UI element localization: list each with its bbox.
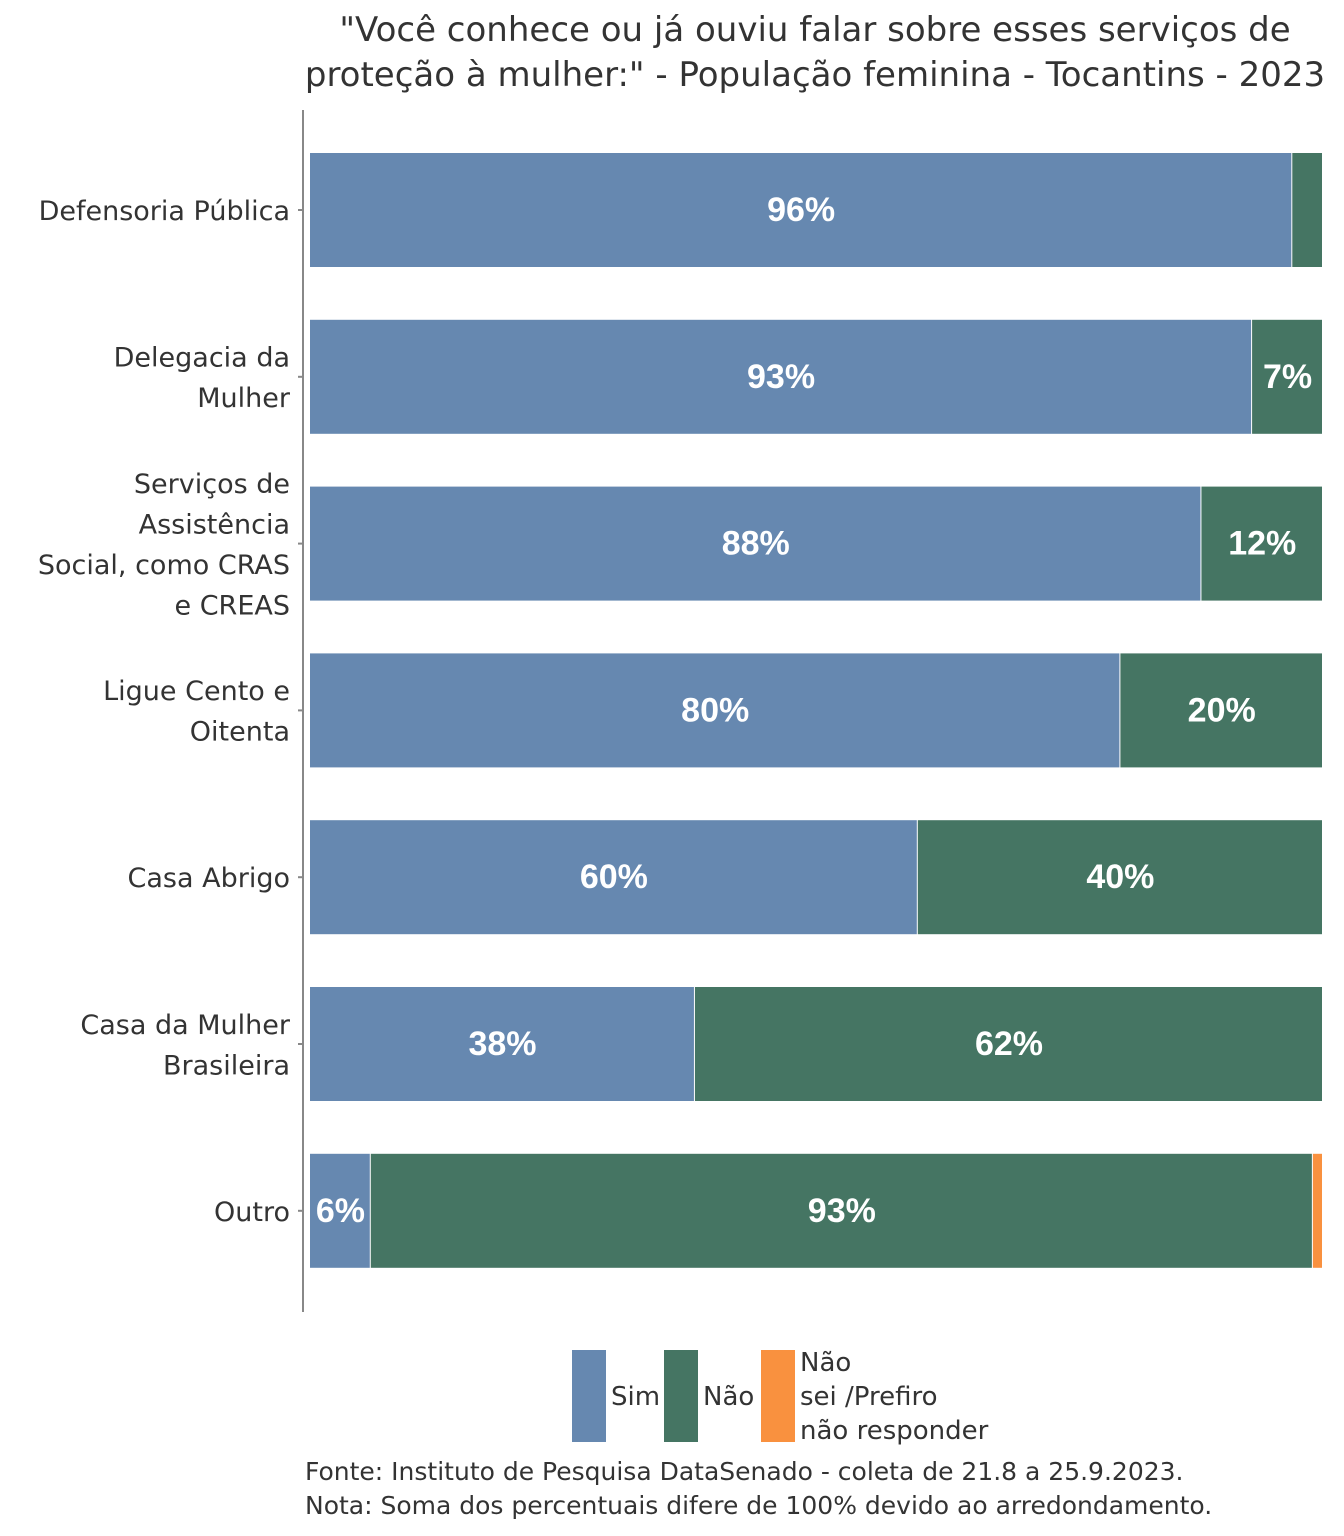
bar-label-sim-casa-da-mulher-brasileira: 38% bbox=[468, 1025, 536, 1063]
chart-title: "Você conhece ou já ouviu falar sobre es… bbox=[286, 8, 1344, 98]
category-labels: Defensoria Pública Delegacia da Mulher Serv… bbox=[38, 196, 303, 1228]
bar-label-sim-defensoria-publica: 96% bbox=[767, 191, 835, 229]
category-label-outro: Outro bbox=[214, 1197, 290, 1228]
category-label-defensoria-publica: Defensoria Pública bbox=[39, 196, 290, 227]
legend-label-nao-line: Não bbox=[703, 1382, 755, 1412]
legend-label-nao-sei: Não sei /Prefiro não responder bbox=[800, 1346, 988, 1448]
bar-label-nao-casa-abrigo: 40% bbox=[1086, 858, 1154, 896]
category-label-line: Defensoria Pública bbox=[39, 196, 290, 227]
category-label-line: Delegacia da bbox=[114, 343, 290, 374]
category-label-line: Casa da Mulher bbox=[80, 1010, 290, 1041]
category-label-ligue-cento-e-oitenta: Ligue Cento e Oitenta bbox=[103, 676, 290, 748]
legend-label-nao-sei-line-3: não responder bbox=[800, 1416, 989, 1446]
bar-label-nao-casa-da-mulher-brasileira: 62% bbox=[975, 1025, 1043, 1063]
category-label-line: Outro bbox=[214, 1197, 290, 1228]
bar-label-sim-casa-abrigo: 60% bbox=[580, 858, 648, 896]
category-label-line: Serviços de bbox=[134, 469, 290, 500]
category-label-line: e CREAS bbox=[175, 590, 290, 621]
legend-label-nao-sei-line-1: Não bbox=[800, 1348, 852, 1378]
footer: Fonte: Instituto de Pesquisa DataSenado … bbox=[305, 1455, 1212, 1523]
bar-sim-ligue-cento-e-oitenta bbox=[310, 653, 1120, 768]
bar-chart: 96% 93% 7% 88% 12% 80% 20% 60% 40% 38% 62% 6% 93% De… bbox=[38, 110, 1322, 1312]
bar-label-sim-servicos-de-assistencia-social-como-cras-e-creas: 88% bbox=[722, 525, 790, 563]
chart-title-line-2: proteção à mulher:" - População feminina… bbox=[304, 55, 1326, 95]
bar-sim-defensoria-publica bbox=[310, 153, 1292, 267]
rounding-note: Nota: Soma dos percentuais difere de 100… bbox=[305, 1491, 1213, 1520]
bar-nao-sei-prefiro-nao-responder-outro bbox=[1312, 1153, 1322, 1268]
category-label-line: Ligue Cento e bbox=[103, 676, 290, 707]
bar-sim-servicos-de-assistencia-social-como-cras-e-creas bbox=[310, 486, 1201, 601]
bars-group: 96% 93% 7% 88% 12% 80% 20% 60% 40% 38% 62% 6% 93% bbox=[310, 153, 1322, 1268]
category-label-line: Casa Abrigo bbox=[128, 863, 290, 894]
chart-title-line-1: "Você conhece ou já ouviu falar sobre es… bbox=[339, 10, 1291, 50]
category-label-line: Mulher bbox=[197, 383, 291, 414]
legend-label-sim: Sim bbox=[611, 1380, 660, 1414]
source-note: Fonte: Instituto de Pesquisa DataSenado … bbox=[305, 1457, 1184, 1486]
legend-swatch-sim bbox=[572, 1350, 606, 1442]
legend-swatch-nao-sei bbox=[761, 1350, 795, 1442]
bar-label-nao-ligue-cento-e-oitenta: 20% bbox=[1188, 691, 1256, 729]
bar-nao-defensoria-publica bbox=[1292, 153, 1322, 267]
bar-sim-delegacia-da-mulher bbox=[310, 319, 1252, 434]
bar-nao-servicos-de-assistencia-social-como-cras-e-creas bbox=[1201, 486, 1322, 601]
legend-swatch-nao bbox=[664, 1350, 698, 1442]
legend-label-nao-sei-line-2: sei /Prefiro bbox=[800, 1382, 938, 1412]
category-label-servicos-de-assistencia-social-como-cras-e-creas: Serviços de Assistência Social, como CRAS e… bbox=[38, 469, 290, 621]
bar-nao-delegacia-da-mulher bbox=[1252, 319, 1322, 434]
bar-sim-outro bbox=[310, 1153, 370, 1268]
category-label-line: Brasileira bbox=[163, 1050, 290, 1081]
bar-label-sim-outro: 6% bbox=[316, 1192, 365, 1230]
legend-label-nao: Não bbox=[703, 1380, 754, 1414]
category-label-line: Social, como CRAS bbox=[38, 550, 290, 581]
bar-nao-casa-abrigo bbox=[917, 820, 1322, 935]
category-label-line: Oitenta bbox=[190, 717, 290, 748]
bar-sim-casa-da-mulher-brasileira bbox=[310, 987, 694, 1101]
bar-sim-casa-abrigo bbox=[310, 820, 917, 935]
bar-label-nao-servicos-de-assistencia-social-como-cras-e-creas: 12% bbox=[1228, 525, 1296, 563]
bar-nao-ligue-cento-e-oitenta bbox=[1120, 653, 1322, 768]
bar-nao-casa-da-mulher-brasileira bbox=[694, 987, 1322, 1101]
category-label-casa-abrigo: Casa Abrigo bbox=[128, 863, 290, 894]
bar-nao-outro bbox=[370, 1153, 1312, 1268]
category-label-delegacia-da-mulher: Delegacia da Mulher bbox=[114, 343, 291, 415]
legend-label-sim-line: Sim bbox=[611, 1382, 661, 1412]
category-label-line: Assistência bbox=[139, 509, 290, 540]
bar-label-nao-delegacia-da-mulher: 7% bbox=[1263, 358, 1312, 396]
bar-label-sim-ligue-cento-e-oitenta: 80% bbox=[681, 691, 749, 729]
bar-label-nao-outro: 93% bbox=[808, 1192, 876, 1230]
bar-label-sim-delegacia-da-mulher: 93% bbox=[747, 358, 815, 396]
category-label-casa-da-mulher-brasileira: Casa da Mulher Brasileira bbox=[80, 1010, 290, 1082]
